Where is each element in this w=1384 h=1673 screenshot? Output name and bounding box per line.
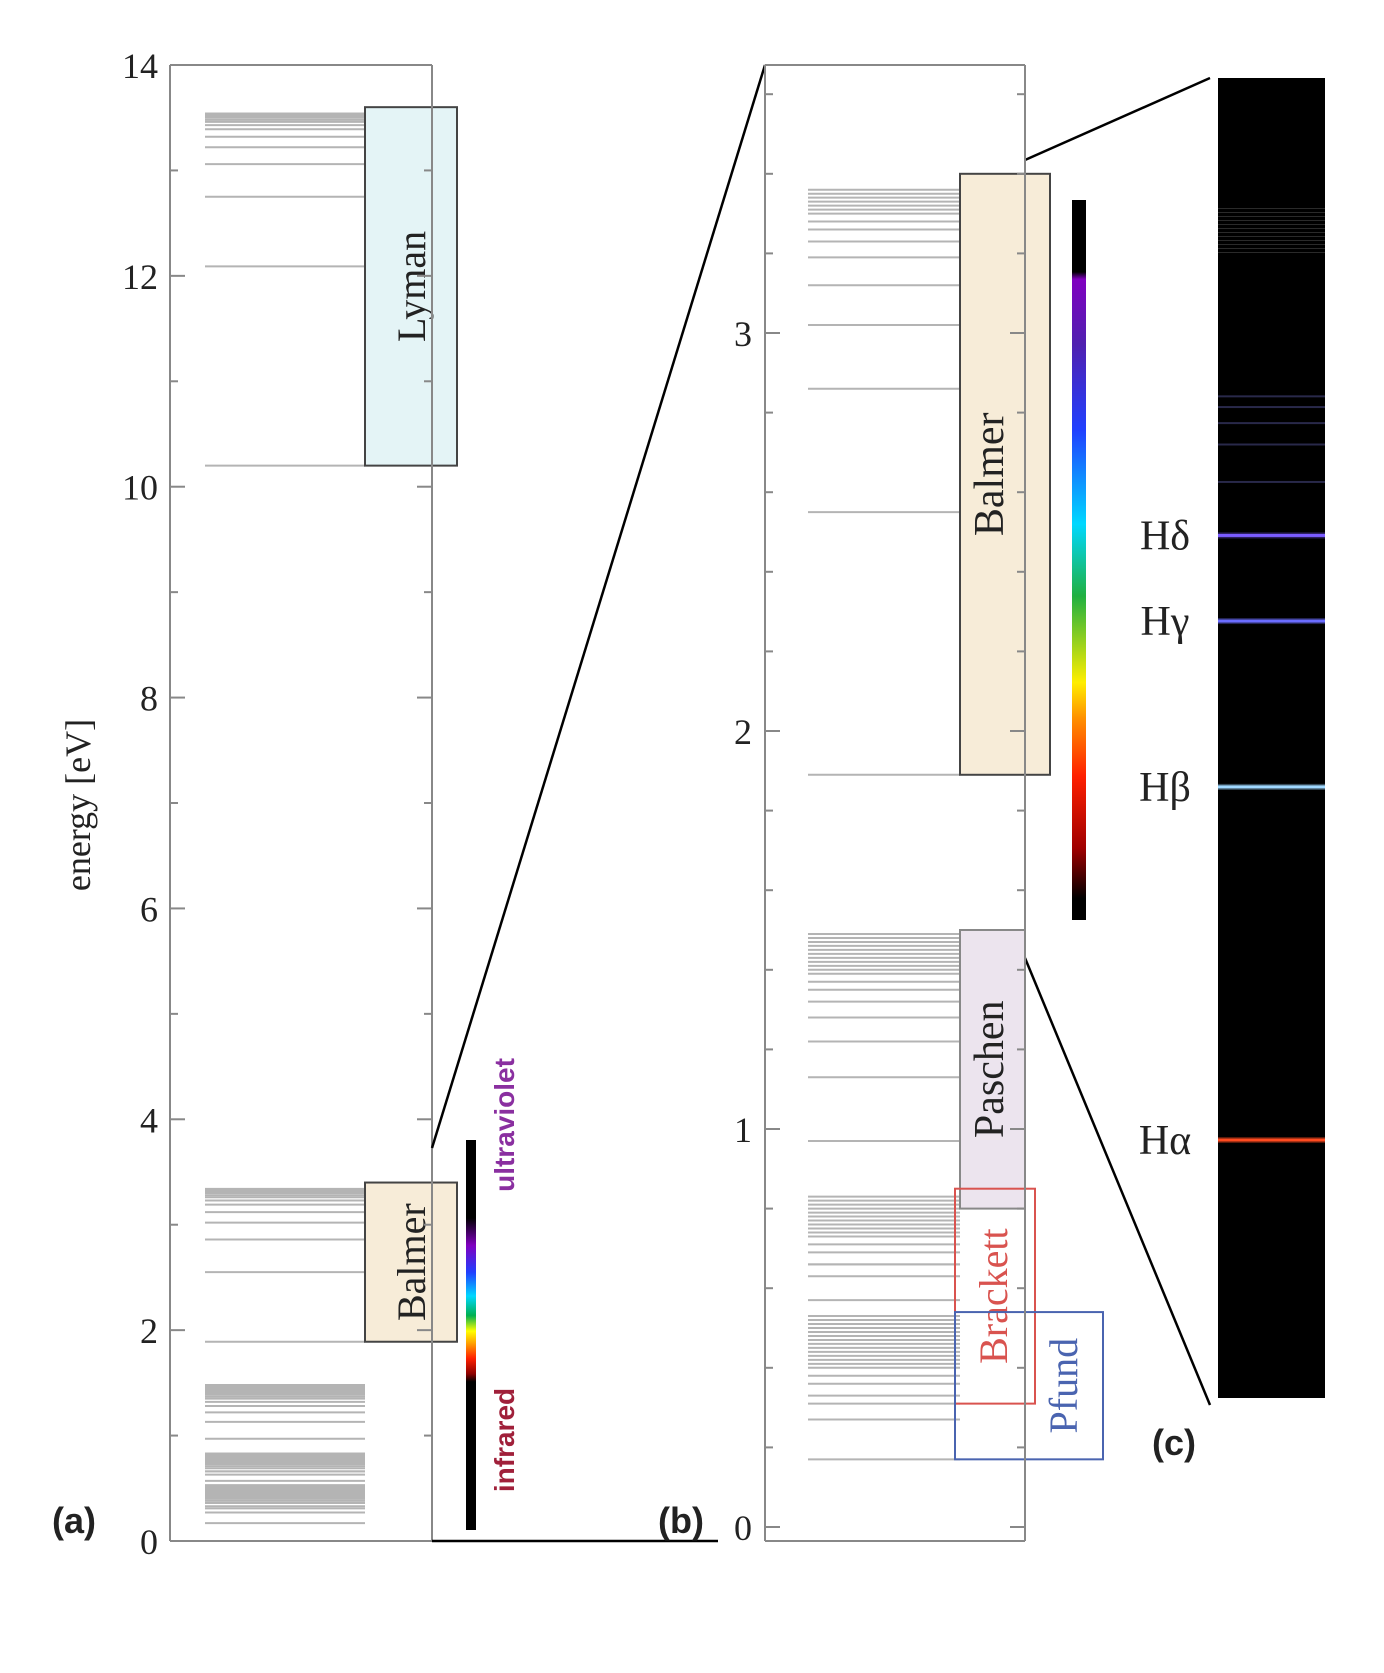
panel-b-tick-label: 1 bbox=[734, 1110, 752, 1150]
panel-b-box-paschen bbox=[959, 929, 1026, 1210]
zoom-connectors bbox=[430, 64, 1212, 1543]
panel-c-line-label: Hγ bbox=[1141, 599, 1190, 645]
panel-b-box-label-brackett: Brackett bbox=[971, 1228, 1016, 1364]
panel-a-tick-label: 10 bbox=[122, 468, 158, 508]
panel-c-faint-line bbox=[1218, 228, 1325, 229]
panel-b: Balmer Paschen Brackett Pfund 0 1 2 3 (b) bbox=[658, 64, 1104, 1548]
panel-a-series-boxes: Lyman Balmer bbox=[364, 106, 458, 1343]
panel-b-box-label-paschen: Paschen bbox=[967, 1000, 1013, 1138]
panel-c-label: (c) bbox=[1152, 1422, 1196, 1463]
panel-a-box-label-balmer: Balmer bbox=[389, 1203, 434, 1321]
panel-c-line-labels: Hα Hβ Hγ Hδ bbox=[1139, 513, 1191, 1164]
panel-c-faint-line bbox=[1218, 395, 1325, 398]
panel-b-tick-label: 0 bbox=[734, 1508, 752, 1548]
panel-a-tick-label: 8 bbox=[140, 679, 158, 719]
panel-a-spectrum-bar bbox=[466, 1140, 476, 1530]
panel-c-line-Hγ bbox=[1218, 619, 1325, 623]
panel-c-faint-line bbox=[1218, 220, 1325, 221]
panel-b-y-ticks: 0 1 2 3 bbox=[734, 93, 1025, 1548]
panel-b-box-label-pfund: Pfund bbox=[1041, 1338, 1086, 1434]
panel-b-energy-levels bbox=[808, 188, 960, 1461]
panel-b-box-pfund bbox=[954, 1311, 1104, 1461]
panel-b-series-boxes: Balmer Paschen Brackett Pfund bbox=[954, 172, 1104, 1461]
panel-a-infrared-label: infrared bbox=[489, 1388, 520, 1492]
panel-c-faint-line bbox=[1218, 480, 1325, 483]
panel-c-faint-line bbox=[1218, 422, 1325, 425]
panel-c-line-Hδ bbox=[1218, 533, 1325, 537]
panel-c-line-Hβ bbox=[1218, 785, 1325, 789]
panel-c-faint-line bbox=[1218, 208, 1325, 209]
panel-a: Lyman Balmer 0 2 4 6 8 10 12 14 energy [eV] ultr… bbox=[52, 46, 520, 1562]
panel-a-y-ticks: 0 2 4 6 8 10 12 14 bbox=[122, 46, 432, 1562]
panel-b-spectrum-bar bbox=[1072, 200, 1086, 920]
panel-a-tick-label: 2 bbox=[140, 1311, 158, 1351]
panel-c-line-label: Hδ bbox=[1140, 513, 1190, 559]
panel-c-faint-line bbox=[1218, 443, 1325, 446]
panel-a-tick-label: 12 bbox=[122, 257, 158, 297]
panel-a-tick-label: 4 bbox=[140, 1100, 158, 1140]
panel-b-box-balmer bbox=[959, 172, 1051, 776]
panel-a-label: (a) bbox=[52, 1500, 96, 1541]
panel-c-spectrum-background bbox=[1218, 78, 1325, 1398]
panel-c-faint-line bbox=[1218, 236, 1325, 237]
panel-c-line-Hα bbox=[1218, 1138, 1325, 1142]
panel-c-faint-line bbox=[1218, 212, 1325, 213]
panel-c-line-label: Hα bbox=[1139, 1118, 1191, 1164]
zoom-line-a-to-b-top bbox=[430, 64, 767, 1149]
panel-a-tick-label: 14 bbox=[122, 46, 158, 86]
panel-a-energy-levels bbox=[205, 112, 365, 1525]
panel-a-ultraviolet-label: ultraviolet bbox=[489, 1058, 520, 1192]
panel-c-line-label: Hβ bbox=[1139, 765, 1191, 811]
panel-b-tick-label: 2 bbox=[734, 712, 752, 752]
panel-a-box-balmer bbox=[364, 1181, 458, 1343]
zoom-line-b-to-c-top bbox=[1024, 76, 1211, 162]
panel-c-faint-line bbox=[1218, 252, 1325, 253]
panel-c-faint-line bbox=[1218, 248, 1325, 249]
panel-a-y-axis-label: energy [eV] bbox=[58, 719, 98, 891]
panel-c-faint-line bbox=[1218, 406, 1325, 409]
panel-c: Hα Hβ Hγ Hδ (c) bbox=[1139, 78, 1325, 1463]
panel-a-tick-label: 0 bbox=[140, 1522, 158, 1562]
panel-c-faint-line bbox=[1218, 216, 1325, 217]
zoom-line-b-to-c-bottom bbox=[1023, 957, 1212, 1406]
panel-b-label: (b) bbox=[658, 1500, 704, 1541]
panel-c-emission-lines bbox=[1218, 208, 1325, 1143]
panel-b-tick-label: 3 bbox=[734, 314, 752, 354]
panel-a-box-lyman bbox=[364, 106, 458, 467]
panel-a-tick-label: 6 bbox=[140, 889, 158, 929]
panel-c-faint-line bbox=[1218, 240, 1325, 241]
panel-c-faint-line bbox=[1218, 224, 1325, 225]
panel-a-box-label-lyman: Lyman bbox=[389, 231, 434, 342]
panel-c-faint-line bbox=[1218, 232, 1325, 233]
panel-c-faint-line bbox=[1218, 244, 1325, 245]
panel-b-box-brackett bbox=[954, 1187, 1036, 1405]
panel-b-box-label-balmer: Balmer bbox=[967, 412, 1013, 536]
